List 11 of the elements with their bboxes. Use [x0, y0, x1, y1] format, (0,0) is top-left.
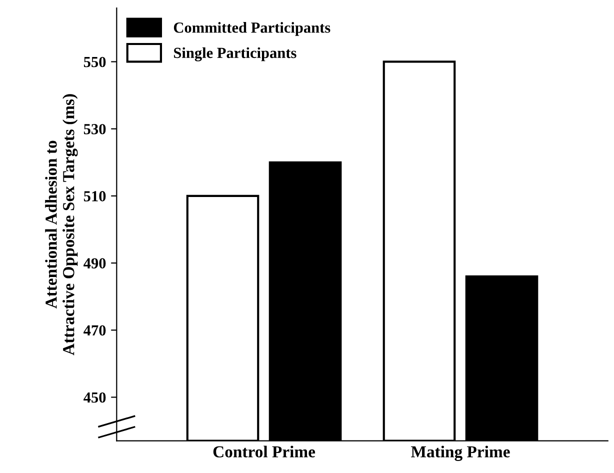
- legend-label: Committed Participants: [174, 22, 330, 36]
- y-tick-label: 510: [84, 191, 106, 202]
- y-tick-label: 530: [84, 124, 106, 134]
- y-tick-label: 550: [84, 56, 106, 68]
- x-tick-label: Mating Prime: [411, 446, 510, 461]
- y-tick-label: 450: [84, 392, 106, 403]
- y-tick-label: 470: [84, 325, 106, 336]
- y-axis-title: Attentional Adhesion to Attractive Opposite Sex Targets (ms): [45, 94, 78, 356]
- x-tick-label: Control Prime: [213, 446, 316, 458]
- legend-label: Single Participants: [174, 47, 296, 62]
- y-tick-label: 490: [84, 258, 106, 268]
